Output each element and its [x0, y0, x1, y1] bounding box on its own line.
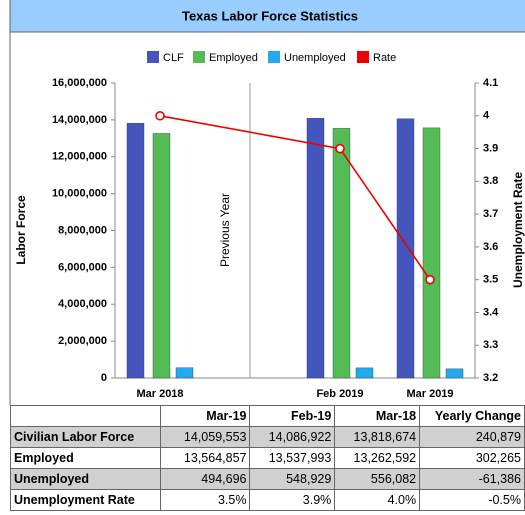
bar — [332, 128, 351, 379]
x-tick-label: Feb 2019 — [316, 388, 363, 400]
y2-tick-label: 3.5 — [483, 274, 498, 286]
rate-point — [425, 274, 435, 285]
column-header — [10, 405, 161, 427]
table-row: Unemployment Rate 3.5% 3.9% 4.0% -0.5% — [10, 489, 525, 511]
x-tick-label: Mar 2019 — [406, 388, 453, 400]
table-cell: 240,879 — [419, 426, 525, 448]
y2-tick-label: 3.9 — [483, 142, 498, 154]
row-header: Civilian Labor Force — [10, 426, 161, 448]
row-header: Unemployed — [10, 468, 161, 490]
y-tick-label: 2,000,000 — [58, 335, 107, 347]
bar — [422, 127, 441, 379]
y-tick-label: 6,000,000 — [58, 261, 107, 273]
column-header: Mar-19 — [159, 405, 251, 427]
table-row: Employed 13,564,857 13,537,993 13,262,592 30… — [10, 447, 525, 469]
legend-label: CLF — [163, 52, 184, 64]
table-cell: 556,082 — [334, 468, 421, 490]
y-tick-label: 4,000,000 — [58, 298, 107, 310]
y2-tick-label: 3.8 — [483, 175, 498, 187]
bar — [175, 367, 194, 379]
bar — [306, 118, 325, 379]
y2-tick-label: 4.1 — [483, 77, 498, 89]
y-tick-label: 8,000,000 — [58, 224, 107, 236]
table-row: Unemployed 494,696 548,929 556,082 -61,386 — [10, 468, 525, 490]
rate-point — [335, 143, 345, 154]
bar — [355, 367, 374, 379]
column-header: Yearly Change — [419, 405, 525, 427]
x-tick-label: Mar 2018 — [136, 388, 183, 400]
row-header: Employed — [10, 447, 161, 469]
legend-swatch — [193, 51, 205, 63]
y2-tick-label: 3.6 — [483, 241, 498, 253]
rate-point — [155, 110, 165, 121]
table-cell: -61,386 — [419, 468, 525, 490]
y2-tick-label: 3.7 — [483, 208, 498, 220]
column-header: Feb-19 — [249, 405, 336, 427]
chart-title: Texas Labor Force Statistics — [182, 8, 358, 23]
y-tick-label: 10,000,000 — [52, 188, 107, 200]
legend-label: Employed — [209, 52, 258, 64]
table-cell: -0.5% — [419, 489, 525, 511]
bar — [396, 118, 415, 379]
table-cell: 13,818,674 — [334, 426, 421, 448]
bar — [152, 133, 171, 379]
y2-tick-label: 3.2 — [483, 372, 498, 384]
y-tick-label: 16,000,000 — [52, 77, 107, 89]
column-header: Mar-18 — [334, 405, 421, 427]
header-row: Mar-19 Feb-19 Mar-18 Yearly Change — [10, 405, 525, 427]
table-row: Civilian Labor Force 14,059,553 14,086,922… — [10, 426, 525, 448]
row-header: Unemployment Rate — [10, 489, 161, 511]
table-cell: 13,564,857 — [159, 447, 251, 469]
table-cell: 548,929 — [249, 468, 336, 490]
legend-label: Unemployed — [284, 52, 346, 64]
chart: Texas Labor Force Statistics Labor Force… — [9, 0, 525, 405]
y-axis-label: Labor Force — [14, 195, 28, 265]
rate-line — [159, 114, 431, 281]
y2-axis-label: Unemployment Rate — [511, 172, 525, 288]
table-cell: 13,537,993 — [249, 447, 336, 469]
y-tick-label: 0 — [101, 372, 107, 384]
table-cell: 302,265 — [419, 447, 525, 469]
y2-tick-label: 3.3 — [483, 339, 498, 351]
table-cell: 4.0% — [334, 489, 421, 511]
y-tick-label: 14,000,000 — [52, 114, 107, 126]
table-cell: 494,696 — [159, 468, 251, 490]
bar — [126, 123, 145, 379]
legend-label: Rate — [373, 52, 396, 64]
legend-swatch — [357, 51, 369, 63]
y2-tick-label: 4 — [483, 110, 490, 122]
y2-tick-label: 3.4 — [483, 306, 499, 318]
y-tick-label: 12,000,000 — [52, 151, 107, 163]
data-table: Mar-19 Feb-19 Mar-18 Yearly Change Civilian… — [10, 405, 525, 511]
title-bar — [10, 0, 525, 32]
bar — [445, 368, 464, 379]
table-cell: 3.9% — [249, 489, 336, 511]
annotation: Previous Year — [218, 193, 232, 267]
table-cell: 3.5% — [159, 489, 251, 511]
legend-swatch — [268, 51, 280, 63]
table-cell: 14,086,922 — [249, 426, 336, 448]
table-cell: 13,262,592 — [334, 447, 421, 469]
legend-swatch — [147, 51, 159, 63]
table-cell: 14,059,553 — [159, 426, 251, 448]
